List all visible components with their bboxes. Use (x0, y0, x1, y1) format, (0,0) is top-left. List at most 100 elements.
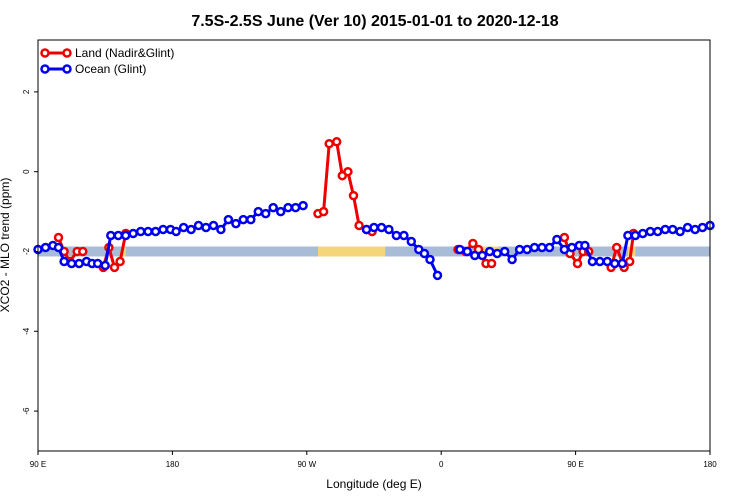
data-point (630, 230, 641, 241)
data-point (100, 260, 110, 271)
data-point (645, 226, 656, 237)
data-point (178, 222, 189, 233)
data-point (53, 242, 64, 253)
data-point (53, 232, 64, 243)
data-point (406, 236, 417, 247)
data-point (667, 224, 678, 235)
legend: Land (Nadir&Glint) Ocean (Glint) (40, 46, 174, 76)
legend-item-ocean: Ocean (Glint) (40, 62, 146, 76)
data-point (486, 258, 497, 269)
data-point (78, 246, 88, 257)
data-point (529, 242, 540, 253)
data-point (514, 244, 525, 255)
data-point (660, 224, 670, 235)
data-point (109, 262, 120, 273)
data-point (425, 254, 435, 265)
plot-frame (37, 39, 711, 452)
data-point (623, 230, 633, 241)
x-tick-label: 0 (439, 460, 444, 469)
data-point (223, 214, 234, 225)
legend-label: Land (Nadir&Glint) (75, 46, 174, 60)
data-point (499, 246, 510, 257)
data-point (260, 208, 271, 219)
data-point (66, 258, 77, 269)
data-point (120, 230, 131, 241)
bands-layer (38, 246, 710, 257)
data-point (298, 200, 308, 211)
y-tick-label: 0 (22, 169, 31, 174)
data-point (522, 244, 532, 255)
data-point (186, 224, 196, 235)
data-point (231, 218, 241, 229)
x-tick-label: 90 W (297, 460, 316, 469)
data-point (40, 242, 51, 253)
data-point (283, 202, 293, 213)
data-point (106, 230, 116, 241)
data-point (343, 166, 353, 177)
data-point (652, 226, 663, 237)
legend-swatch-marker (62, 48, 72, 58)
data-point (59, 256, 69, 267)
land-band-2 (318, 246, 386, 257)
data-point (462, 246, 473, 257)
y-tick-label: -2 (22, 247, 31, 255)
land-band-1 (122, 246, 126, 257)
data-point (638, 228, 648, 239)
data-point (567, 242, 577, 253)
data-point (158, 224, 168, 235)
legend-label: Ocean (Glint) (75, 62, 146, 76)
data-point (208, 220, 219, 231)
data-point (201, 222, 211, 233)
data-point (331, 137, 342, 147)
data-point (580, 240, 590, 251)
x-tick-label: 90 E (30, 460, 46, 469)
x-tick-label: 180 (703, 460, 717, 469)
data-point (246, 214, 256, 225)
data-point (419, 248, 430, 259)
data-point (113, 230, 124, 241)
data-point (193, 220, 204, 231)
x-tick-label: 90 E (567, 460, 583, 469)
data-point (544, 242, 555, 253)
data-point (587, 256, 598, 267)
data-point (391, 230, 402, 241)
data-point (238, 214, 249, 225)
data-point (324, 138, 334, 149)
y-tick-label: -4 (22, 327, 31, 335)
series-layer (33, 137, 715, 281)
data-point (143, 226, 153, 237)
data-point (507, 254, 517, 265)
legend-swatch-marker (40, 64, 50, 74)
data-point (369, 222, 379, 233)
data-point (384, 224, 394, 235)
data-point (552, 234, 562, 245)
data-point (455, 244, 465, 255)
data-point (617, 258, 628, 269)
data-point (253, 206, 264, 217)
y-tick-label: -6 (22, 407, 31, 415)
data-point (348, 190, 359, 201)
data-point (697, 222, 708, 233)
y-tick-label: 2 (22, 89, 31, 94)
data-point (537, 242, 547, 253)
data-point (477, 250, 488, 261)
data-point (376, 222, 387, 233)
data-point (484, 246, 495, 257)
data-point (595, 256, 605, 267)
data-point (611, 242, 622, 253)
series-line (317, 139, 373, 233)
data-point (559, 232, 570, 243)
data-point (675, 226, 685, 237)
data-point (468, 238, 478, 249)
data-point (74, 258, 84, 269)
data-point (268, 202, 278, 213)
data-point (318, 206, 329, 217)
data-point (290, 202, 301, 213)
data-point (399, 230, 409, 241)
data-point (470, 250, 480, 261)
chart-title: 7.5S-2.5S June (Ver 10) 2015-01-01 to 20… (191, 13, 558, 30)
data-point (92, 258, 103, 269)
x-axis-label: Longitude (deg E) (326, 477, 421, 491)
data-point (432, 270, 443, 281)
